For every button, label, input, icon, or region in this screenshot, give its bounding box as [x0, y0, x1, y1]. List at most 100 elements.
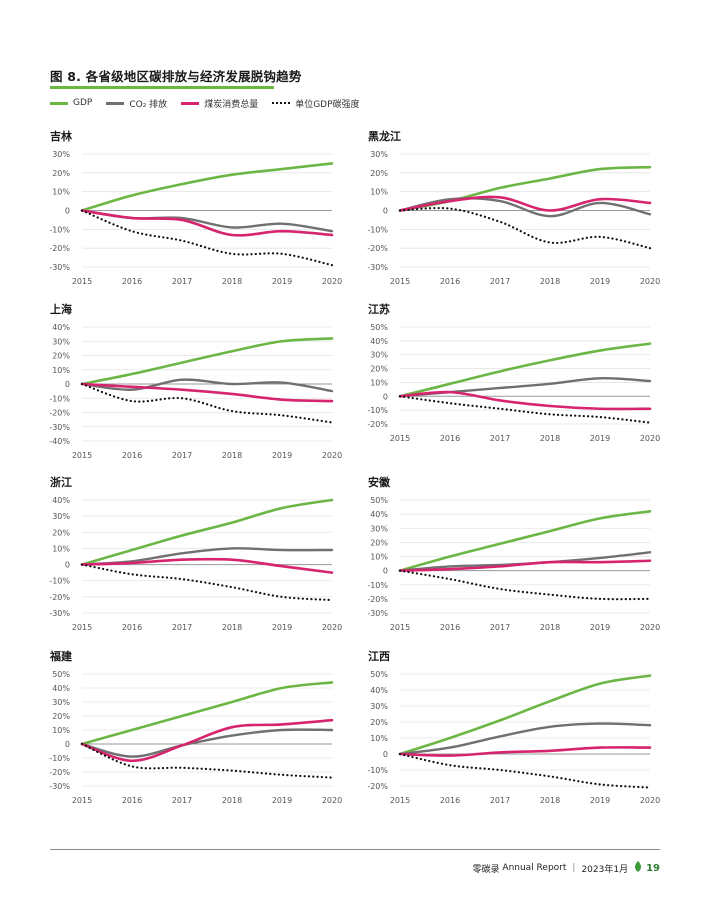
x-tick-label: 2016	[440, 796, 460, 805]
x-tick-label: 2018	[222, 623, 242, 632]
x-tick-label: 2018	[222, 796, 242, 805]
y-tick-label: -20%	[367, 420, 388, 429]
x-tick-label: 2019	[272, 623, 292, 632]
x-tick-label: 2015	[72, 796, 92, 805]
title-underline	[50, 86, 274, 89]
series-line-co2-fujian	[80, 728, 334, 758]
legend-label-coal: 煤炭消费总量	[204, 99, 259, 110]
y-tick-label: 0	[383, 750, 388, 759]
y-tick-label: 20%	[52, 169, 70, 178]
y-tick-label: -30%	[49, 263, 70, 272]
x-tick-label: 2019	[272, 796, 292, 805]
x-tick-label: 2019	[590, 277, 610, 286]
chart-title-jiangxi: 江西	[368, 649, 390, 663]
x-tick-label: 2019	[272, 277, 292, 286]
y-tick-label: -30%	[367, 609, 388, 618]
x-tick-label: 2018	[540, 796, 560, 805]
y-tick-label: 50%	[370, 496, 388, 505]
legend-swatch-coal	[181, 101, 200, 105]
legend-label-co2: CO₂ 排放	[129, 99, 168, 110]
y-tick-label: 30%	[370, 524, 388, 533]
chart-title-fujian: 福建	[49, 649, 73, 663]
series-line-co2-jiangxi	[398, 722, 652, 756]
x-tick-label: 2015	[72, 277, 92, 286]
x-tick-label: 2018	[540, 434, 560, 443]
legend-item-intensity: 单位GDP碳强度	[272, 97, 360, 110]
y-tick-label: 50%	[370, 670, 388, 679]
y-tick-label: 10%	[52, 366, 70, 375]
y-tick-label: 0	[65, 561, 70, 570]
x-tick-label: 2016	[440, 434, 460, 443]
leaf-icon	[634, 861, 642, 875]
y-tick-label: -10%	[49, 577, 70, 586]
x-tick-label: 2017	[172, 451, 192, 460]
y-tick-label: 40%	[370, 686, 388, 695]
series-line-coal-jiangxi	[398, 746, 652, 757]
y-tick-label: 0	[65, 740, 70, 749]
y-tick-label: 10%	[370, 734, 388, 743]
y-tick-label: -10%	[367, 581, 388, 590]
y-tick-label: 30%	[52, 150, 70, 159]
y-tick-label: 10%	[370, 188, 388, 197]
x-tick-label: 2019	[590, 796, 610, 805]
legend-label-gdp: GDP	[73, 98, 93, 108]
series-line-gdp-jilin	[80, 162, 334, 212]
y-tick-label: 20%	[370, 538, 388, 547]
y-tick-label: -30%	[49, 782, 70, 791]
legend: GDP CO₂ 排放 煤炭消费总量 单位GDP碳强度	[50, 96, 374, 110]
x-tick-label: 2020	[640, 796, 660, 805]
series-line-coal-shanghai	[80, 382, 334, 403]
y-tick-label: -10%	[367, 766, 388, 775]
y-tick-label: 20%	[370, 718, 388, 727]
y-tick-label: 40%	[52, 684, 70, 693]
chart-anhui: 安徽 50% 40% 30% 20% 10% 0 -10% -20% -30%2015 2016 20…	[367, 475, 660, 632]
legend-swatch-intensity	[272, 102, 291, 104]
x-tick-label: 2020	[640, 623, 660, 632]
chart-jiangxi: 江西 50% 40% 30% 20% 10% 0 -10% -20%2015 2016 2017 20…	[367, 649, 660, 805]
chart-heilongjiang: 黑龙江 30% 20% 10% 0 -10% -20% -30%2015 2016 2017 201…	[367, 129, 660, 286]
x-tick-label: 2015	[72, 623, 92, 632]
series-line-gdp-jiangxi	[398, 674, 652, 756]
legend-swatch-gdp	[50, 101, 68, 105]
y-tick-label: 50%	[370, 323, 388, 332]
page-number: 19	[646, 862, 660, 874]
y-tick-label: 0	[65, 380, 70, 389]
x-tick-label: 2019	[590, 434, 610, 443]
y-tick-label: -20%	[367, 595, 388, 604]
footer: 零碳录 Annual Report | 2023年1月 19	[473, 861, 660, 875]
figure-title: 图 8. 各省级地区碳排放与经济发展脱钩趋势	[50, 66, 302, 85]
y-tick-label: -10%	[49, 754, 70, 763]
series-line-coal-heilongjiang	[398, 195, 652, 212]
series-line-coal-jiangsu	[398, 390, 652, 411]
series-line-gdp-shanghai	[80, 337, 334, 386]
x-tick-label: 2019	[590, 623, 610, 632]
x-tick-label: 2015	[390, 277, 410, 286]
series-line-intensity-zhejiang	[80, 563, 334, 602]
y-tick-label: -40%	[49, 437, 70, 446]
x-tick-label: 2016	[440, 277, 460, 286]
y-tick-label: 40%	[370, 510, 388, 519]
chart-title-zhejiang: 浙江	[50, 475, 72, 489]
y-tick-label: -20%	[49, 593, 70, 602]
chart-shanghai: 上海 40% 30% 20% 10% 0 -10% -20% -30% -40%2015 2016 2…	[49, 302, 342, 460]
y-tick-label: 30%	[370, 150, 388, 159]
series-line-coal-fujian	[80, 718, 334, 763]
chart-jiangsu: 江苏 50% 40% 30% 20% 10% 0 -10% -20%2015 2016 2017 20…	[367, 302, 660, 443]
footer-separator: |	[572, 863, 576, 873]
y-tick-label: 40%	[52, 496, 70, 505]
series-line-intensity-anhui	[398, 569, 652, 601]
y-tick-label: -30%	[49, 609, 70, 618]
y-tick-label: -20%	[49, 409, 70, 418]
y-tick-label: 20%	[52, 712, 70, 721]
y-tick-label: 30%	[52, 512, 70, 521]
series-line-intensity-fujian	[80, 742, 334, 779]
y-tick-label: 30%	[52, 698, 70, 707]
series-line-co2-shanghai	[80, 378, 334, 393]
series-line-intensity-jilin	[80, 209, 334, 267]
x-tick-label: 2020	[640, 434, 660, 443]
series-line-intensity-heilongjiang	[398, 206, 652, 250]
x-tick-label: 2020	[640, 277, 660, 286]
series-line-coal-zhejiang	[80, 557, 334, 574]
figure-label: 图 8.	[50, 69, 82, 84]
x-tick-label: 2017	[490, 434, 510, 443]
